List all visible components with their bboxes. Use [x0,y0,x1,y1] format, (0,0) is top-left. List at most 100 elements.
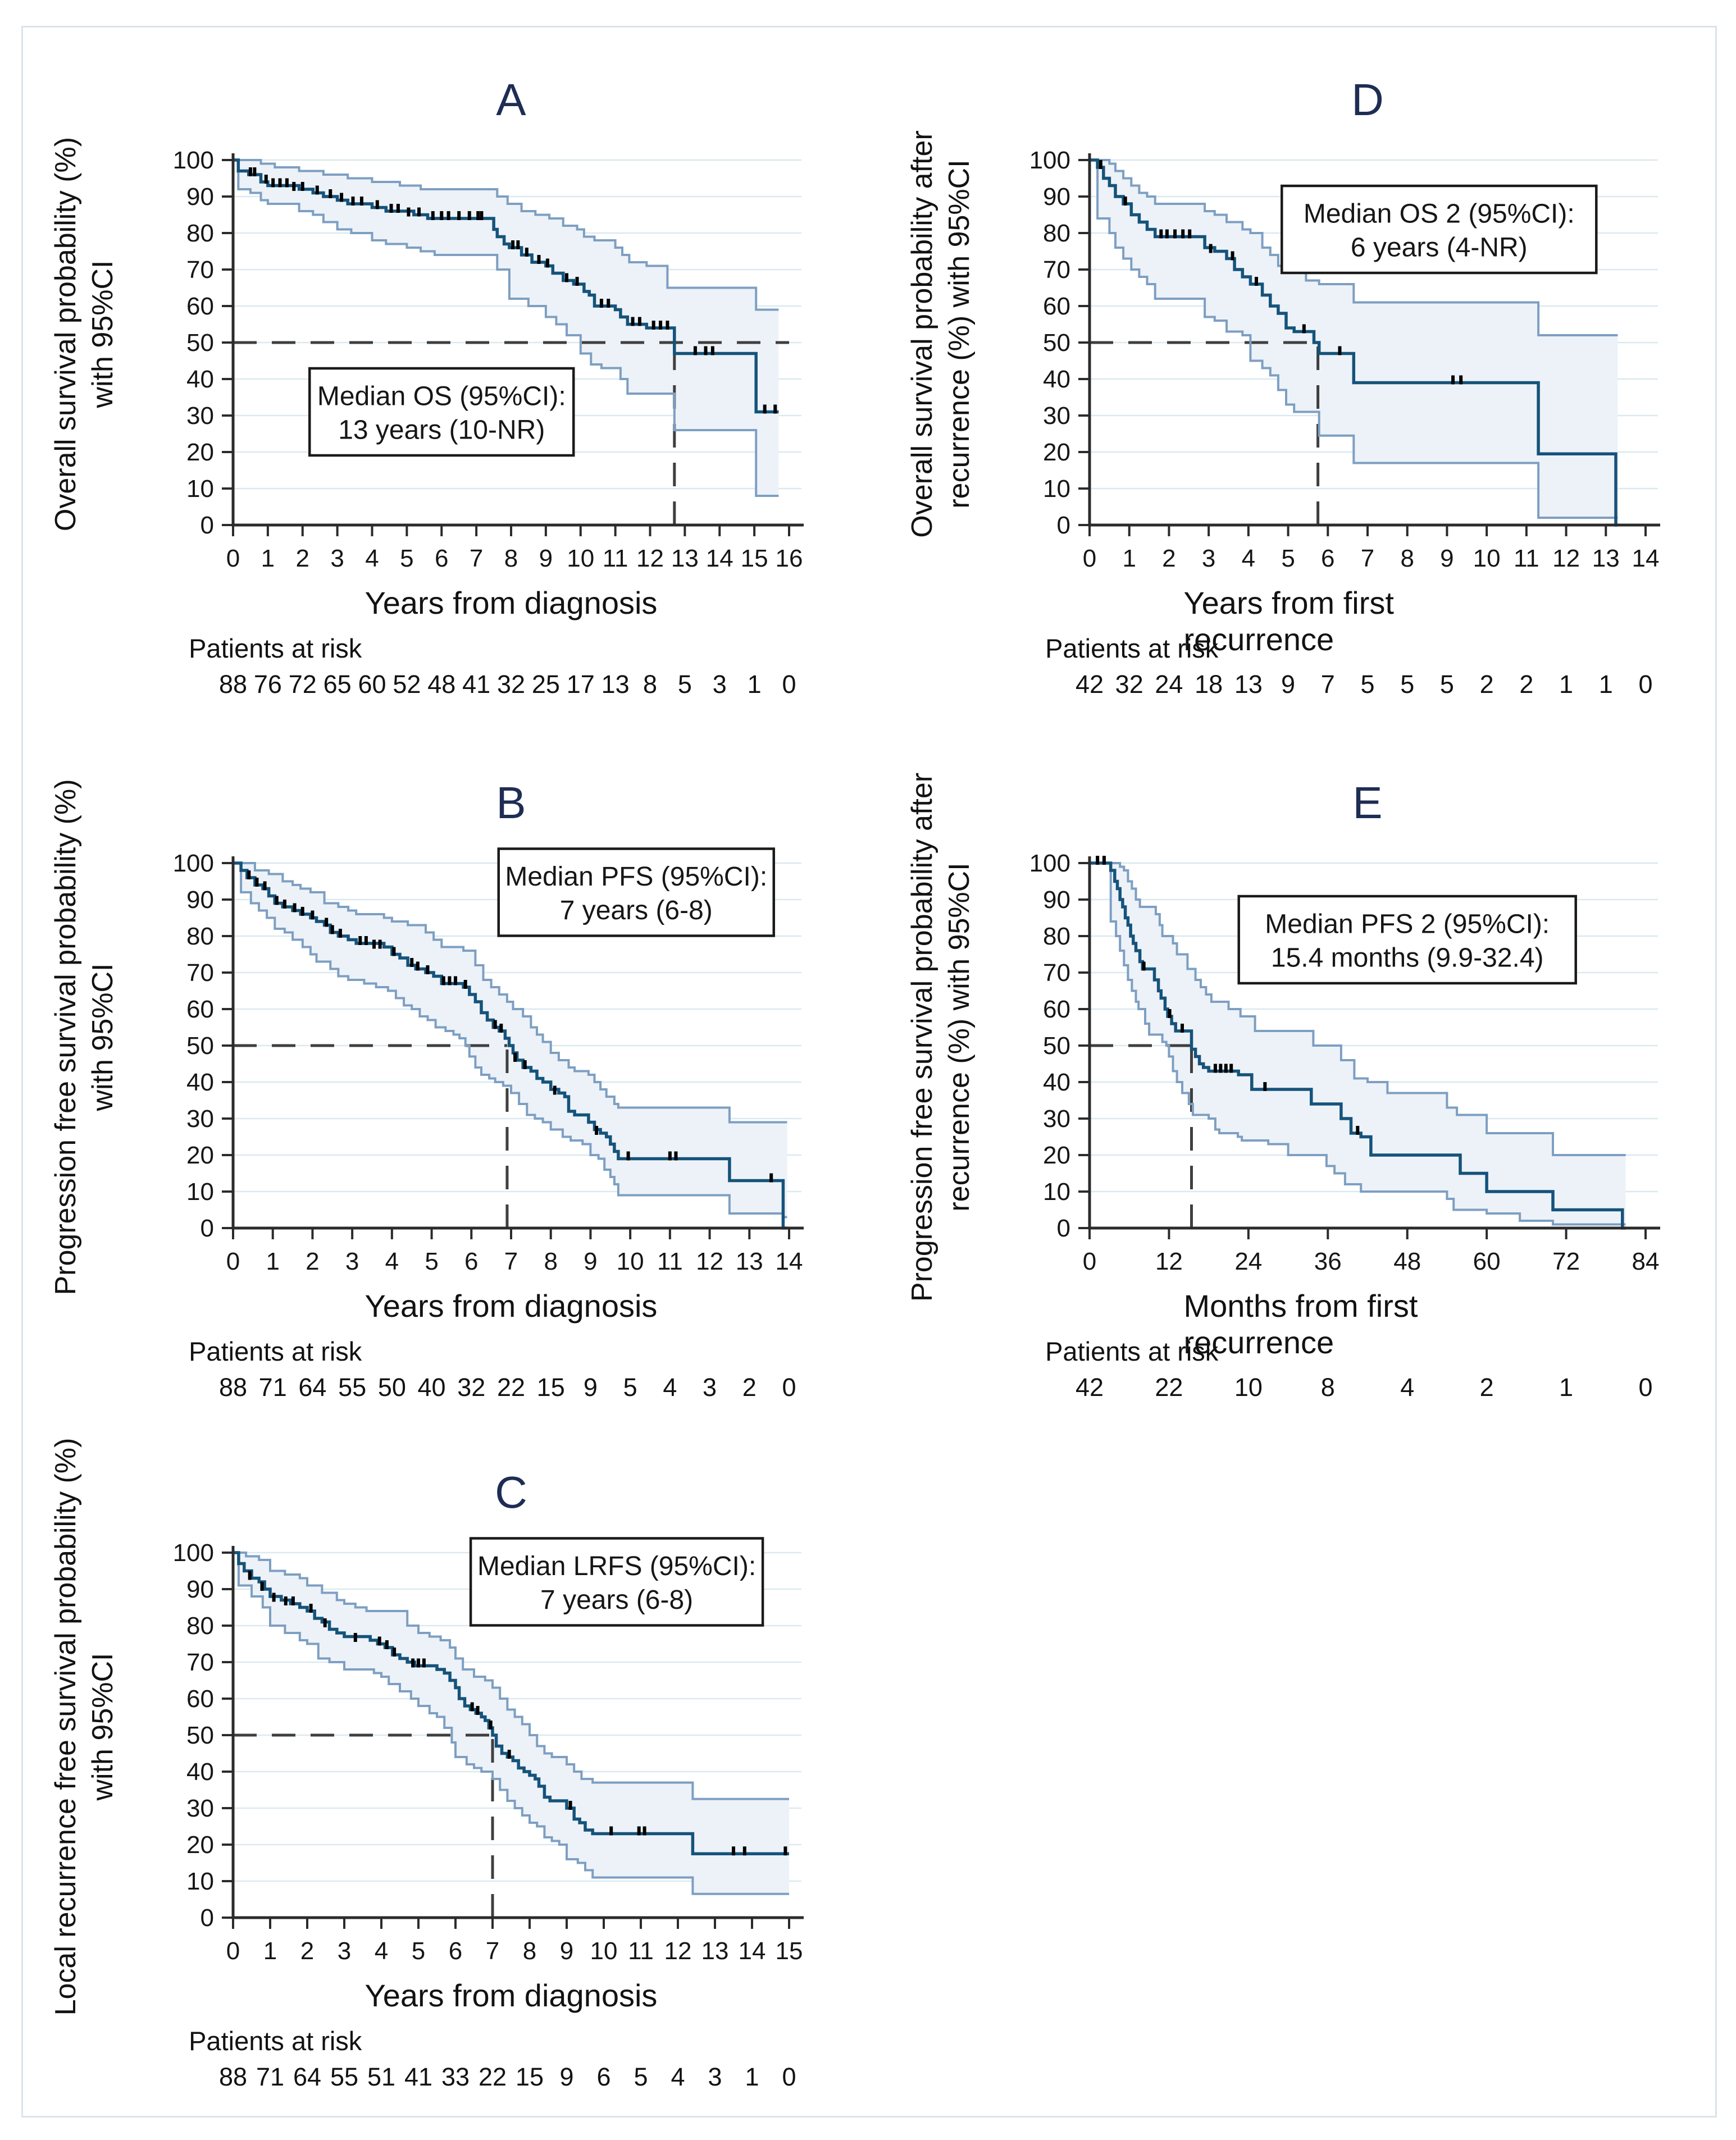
svg-text:13: 13 [736,1248,763,1275]
svg-text:7: 7 [486,1937,499,1965]
risk-count: 72 [288,670,317,699]
svg-text:90: 90 [186,886,214,914]
risk-count: 65 [323,670,352,699]
svg-text:3: 3 [338,1937,351,1965]
svg-text:20: 20 [186,439,214,466]
x-axis-label: Years from diagnosis [364,1288,658,1324]
svg-text:6: 6 [1321,545,1334,572]
svg-text:20: 20 [1043,439,1070,466]
risk-count: 88 [218,1373,248,1402]
risk-count: 4 [671,2063,685,2091]
risk-count: 0 [1638,670,1653,699]
svg-text:13: 13 [1592,545,1620,572]
risk-count: 8 [643,670,658,699]
svg-text:100: 100 [1029,147,1070,174]
risk-count: 5 [634,2063,648,2091]
patients-at-risk-values: 88 71 64 55 50 40 32 22 15 9 5 4 3 2 0 [132,1373,879,1408]
svg-text:4: 4 [375,1937,388,1965]
risk-count: 2 [1479,1373,1494,1402]
risk-count: 5 [1439,670,1454,699]
svg-text:24: 24 [1234,1248,1262,1275]
risk-count: 41 [404,2063,433,2091]
svg-text:80: 80 [1043,220,1070,247]
chart-column: E 0 10 20 30 40 50 60 70 80 90 100 0 12 24 36 48 60 72 84 M… [988,770,1735,1408]
figure-border [21,26,1717,2118]
svg-text:70: 70 [1043,256,1070,284]
svg-text:80: 80 [186,1612,214,1640]
svg-text:5: 5 [400,545,413,572]
risk-count: 0 [1638,1373,1653,1402]
risk-count: 55 [338,1373,367,1402]
svg-text:40: 40 [1043,366,1070,393]
svg-text:5: 5 [425,1248,438,1275]
svg-text:14: 14 [706,545,733,572]
risk-count: 88 [218,670,248,699]
svg-text:14: 14 [776,1248,803,1275]
svg-text:80: 80 [186,220,214,247]
risk-count: 55 [330,2063,359,2091]
svg-text:7: 7 [504,1248,518,1275]
risk-count: 5 [1360,670,1375,699]
svg-text:13 years (10-NR): 13 years (10-NR) [338,416,545,445]
svg-text:0: 0 [226,1248,240,1275]
svg-text:100: 100 [173,147,214,174]
svg-text:0: 0 [201,1215,214,1242]
svg-text:12: 12 [696,1248,723,1275]
svg-text:1: 1 [263,1937,277,1965]
x-axis-label: Years from diagnosis [364,585,658,620]
panel-d: Overall survival probability after recur… [893,67,1735,705]
svg-text:4: 4 [385,1248,399,1275]
svg-text:36: 36 [1314,1248,1342,1275]
svg-text:40: 40 [186,1069,214,1096]
svg-text:9: 9 [560,1937,573,1965]
svg-text:11: 11 [603,545,628,572]
svg-text:70: 70 [1043,959,1070,987]
risk-count: 2 [742,1373,757,1402]
panel-letter: A [496,75,526,125]
risk-count: 2 [1519,670,1534,699]
y-axis-label-line2: recurrence (%) with 95%CI [943,159,976,509]
svg-text:50: 50 [186,329,214,357]
svg-text:30: 30 [1043,1105,1070,1133]
risk-count: 9 [1281,670,1296,699]
svg-text:9: 9 [1440,545,1453,572]
svg-text:1: 1 [1122,545,1136,572]
svg-text:10: 10 [590,1937,618,1965]
risk-count: 5 [623,1373,637,1402]
svg-text:20: 20 [1043,1142,1070,1169]
risk-count: 13 [1234,670,1263,699]
risk-count: 71 [258,1373,287,1402]
svg-text:50: 50 [1043,1032,1070,1060]
svg-text:15: 15 [776,1937,803,1965]
y-axis-label-column: Progression free survival probability (%… [37,770,132,1304]
svg-text:10: 10 [1043,1178,1070,1206]
risk-count: 18 [1195,670,1223,699]
y-axis-label-line1: Progression free survival probability af… [906,772,938,1302]
svg-text:6: 6 [449,1937,462,1965]
risk-count: 48 [427,670,456,699]
svg-text:15.4 months (9.9-32.4): 15.4 months (9.9-32.4) [1271,943,1544,973]
svg-text:80: 80 [1043,923,1070,950]
risk-count: 42 [1075,670,1104,699]
svg-text:10: 10 [567,545,594,572]
svg-text:1: 1 [261,545,275,572]
svg-text:4: 4 [1242,545,1255,572]
y-axis-label: Progression free survival probability af… [904,773,978,1302]
risk-count: 1 [1559,1373,1574,1402]
svg-text:90: 90 [186,183,214,211]
risk-count: 9 [583,1373,598,1402]
panel-letter: D [1351,75,1384,125]
svg-text:7: 7 [1361,545,1374,572]
patients-at-risk-values: 42 22 10 8 4 2 1 0 [988,1373,1735,1408]
svg-text:0: 0 [1057,1215,1070,1242]
svg-text:12: 12 [1552,545,1580,572]
risk-count: 71 [256,2063,285,2091]
risk-count: 0 [782,1373,796,1402]
panel-letter: E [1352,778,1383,828]
svg-text:84: 84 [1632,1248,1660,1275]
svg-text:7 years (6-8): 7 years (6-8) [560,896,713,925]
y-axis-label-line1: Local recurrence free survival probabili… [49,1438,82,2016]
svg-text:14: 14 [739,1937,766,1965]
